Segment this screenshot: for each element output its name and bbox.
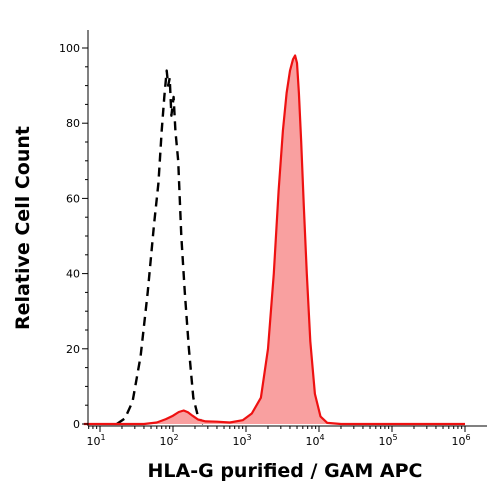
- y-tick-label: 40: [66, 268, 80, 281]
- x-tick-label: 102: [159, 433, 178, 448]
- x-tick-label: 106: [451, 433, 470, 448]
- x-tick-label: 101: [86, 433, 105, 448]
- y-tick-label: 0: [73, 418, 80, 431]
- y-tick-label: 60: [66, 192, 80, 205]
- y-tick-label: 100: [59, 42, 80, 55]
- series-1-fill: [83, 55, 466, 424]
- axes: 0 20 40 60 80 100 101 102 103 104 105 106: [59, 30, 487, 448]
- y-tick-label: 80: [66, 117, 80, 130]
- x-tick-label: 105: [378, 433, 397, 448]
- y-tick-label: 20: [66, 343, 80, 356]
- x-tick-label: 104: [305, 433, 324, 448]
- series-1-line: [83, 54, 465, 426]
- x-axis-title: HLA-G purified / GAM APC: [148, 460, 423, 482]
- x-tick-label: 103: [232, 433, 251, 448]
- series-0-line: [116, 69, 205, 425]
- plot-series: [83, 54, 466, 426]
- y-axis-title: Relative Cell Count: [12, 126, 34, 330]
